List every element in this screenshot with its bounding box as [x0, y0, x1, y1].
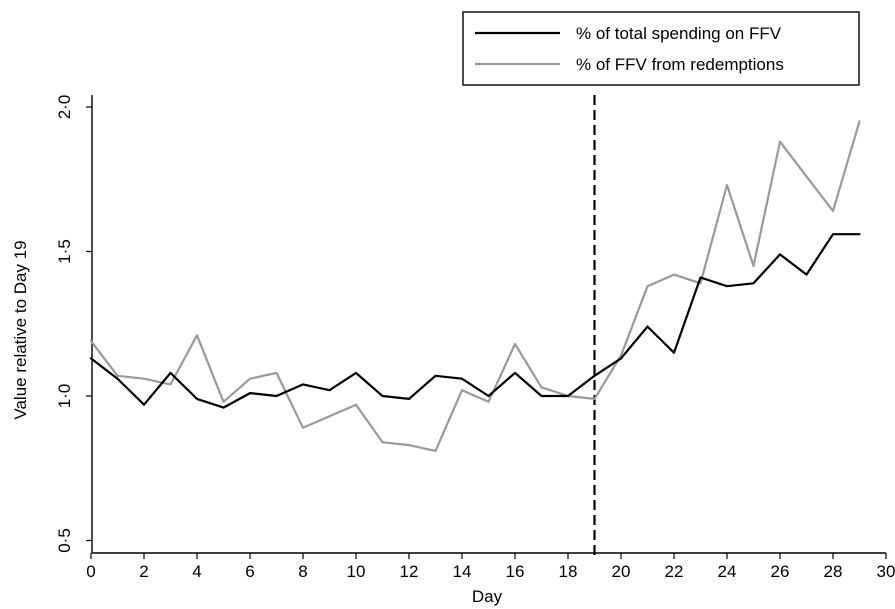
x-axis-title: Day [472, 587, 503, 606]
y-tick-label: 0·5 [55, 528, 74, 553]
series-lines [89, 120, 861, 452]
x-tick-label: 4 [192, 562, 201, 581]
x-tick-label: 18 [559, 562, 578, 581]
x-tick-label: 30 [877, 562, 895, 581]
x-tick-label: 28 [824, 562, 843, 581]
y-tick-label: 1·0 [55, 384, 74, 409]
x-tick-label: 6 [245, 562, 254, 581]
x-tick-label: 16 [506, 562, 525, 581]
x-tick-label: 26 [771, 562, 790, 581]
x-tick-label: 14 [453, 562, 472, 581]
x-axis-ticks: 0 2 4 6 8 10 12 14 16 18 20 22 24 26 28 30 [86, 553, 895, 581]
y-axis-title: Value relative to Day 19 [11, 240, 30, 419]
x-tick-label: 12 [400, 562, 419, 581]
y-tick-label: 2·0 [55, 95, 74, 120]
series-line-ffv-redemptions [89, 120, 861, 452]
legend-label-ffv-redemptions: % of FFV from redemptions [576, 55, 784, 74]
x-tick-label: 0 [86, 562, 95, 581]
x-tick-label: 20 [612, 562, 631, 581]
x-tick-label: 22 [665, 562, 684, 581]
chart-axes [91, 95, 886, 554]
series-line-ffv-spending [89, 233, 861, 409]
x-tick-label: 2 [139, 562, 148, 581]
legend-box [462, 11, 860, 86]
legend: % of total spending on FFV % of FFV from… [462, 11, 860, 86]
x-tick-label: 10 [347, 562, 366, 581]
y-axis-ticks: 0·5 1·0 1·5 2·0 [55, 95, 92, 553]
x-tick-label: 24 [718, 562, 737, 581]
y-tick-label: 1·5 [55, 239, 74, 264]
legend-label-ffv-spending: % of total spending on FFV [576, 24, 782, 43]
x-tick-label: 8 [298, 562, 307, 581]
